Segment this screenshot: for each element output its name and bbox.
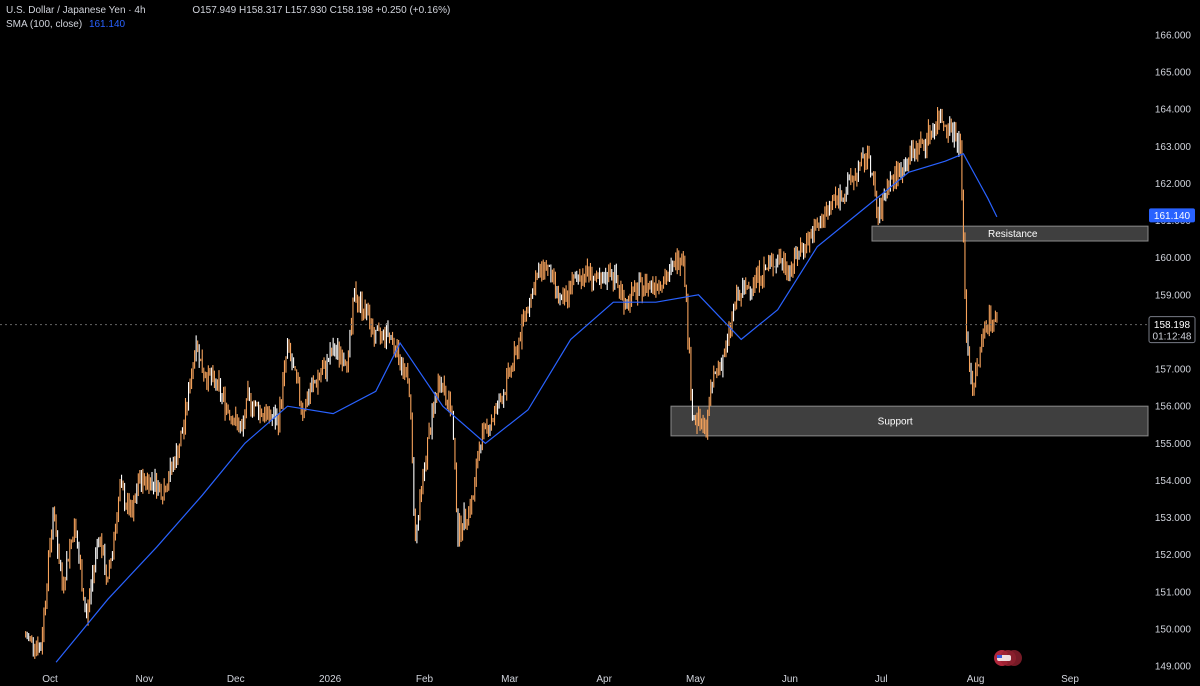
x-tick-label: Mar	[501, 674, 519, 685]
last-price-tag	[1148, 316, 1196, 344]
chart-legend: U.S. Dollar / Japanese Yen · 4h O157.949…	[6, 4, 450, 32]
y-tick-label: 153.000	[1155, 513, 1192, 524]
sma-line[interactable]	[55, 153, 998, 663]
y-tick-label: 159.000	[1155, 290, 1192, 301]
y-tick-label: 152.000	[1155, 550, 1192, 561]
x-tick-label: May	[686, 674, 705, 685]
zone-support[interactable]	[670, 405, 1149, 437]
sma-layer	[55, 153, 998, 663]
y-tick-label: 165.000	[1155, 68, 1192, 79]
x-tick-label: Sep	[1061, 674, 1079, 685]
y-tick-label: 166.000	[1155, 31, 1192, 42]
x-tick-label: Dec	[227, 674, 245, 685]
candle-layer	[25, 107, 998, 659]
y-tick-label: 164.000	[1155, 105, 1192, 116]
y-axis[interactable]: 149.000 150.000 151.000 152.000 153.000 154.0…	[1155, 31, 1192, 673]
last-price-tag-text: 158.198	[1154, 320, 1191, 331]
zone-label-support: Support	[878, 417, 913, 428]
bar-countdown-text: 01:12:48	[1153, 332, 1192, 343]
y-tick-label: 156.000	[1155, 402, 1192, 413]
x-tick-label: Nov	[135, 674, 153, 685]
x-tick-label: Jun	[782, 674, 798, 685]
ohlc-values: O157.949 H158.317 L157.930 C158.198 +0.2…	[192, 5, 451, 16]
zone-label-resistance: Resistance	[988, 229, 1038, 240]
zone-layer: Resistance Support	[670, 225, 1149, 437]
x-tick-label: Feb	[416, 674, 434, 685]
sma-price-tag-text: 161.140	[1154, 211, 1191, 222]
y-tick-label: 150.000	[1155, 624, 1192, 635]
indicator-value: 161.140	[88, 19, 126, 30]
zone-resistance[interactable]	[871, 225, 1149, 242]
y-tick-label: 162.000	[1155, 179, 1192, 190]
y-tick-label: 163.000	[1155, 142, 1192, 153]
indicator-name[interactable]: SMA (100, close)	[6, 19, 83, 30]
x-tick-label: Aug	[967, 674, 985, 685]
y-tick-label: 160.000	[1155, 253, 1192, 264]
sma-price-tag	[1149, 208, 1195, 223]
x-tick-label: 2026	[319, 674, 342, 685]
y-tick-label: 149.000	[1155, 662, 1192, 673]
y-tick-label: 157.000	[1155, 365, 1192, 376]
symbol-title[interactable]: U.S. Dollar / Japanese Yen · 4h	[6, 5, 146, 16]
x-tick-label: Oct	[42, 674, 58, 685]
y-tick-label: 155.000	[1155, 439, 1192, 450]
x-axis[interactable]: Oct Nov Dec 2026 Feb Mar Apr May Jun Jul Aug Sep	[42, 674, 1079, 685]
x-tick-label: Apr	[596, 674, 612, 685]
y-tick-label: 151.000	[1155, 587, 1192, 598]
y-tick-label: 154.000	[1155, 476, 1192, 487]
x-tick-label: Jul	[875, 674, 888, 685]
flag-icon[interactable]	[994, 650, 1022, 666]
